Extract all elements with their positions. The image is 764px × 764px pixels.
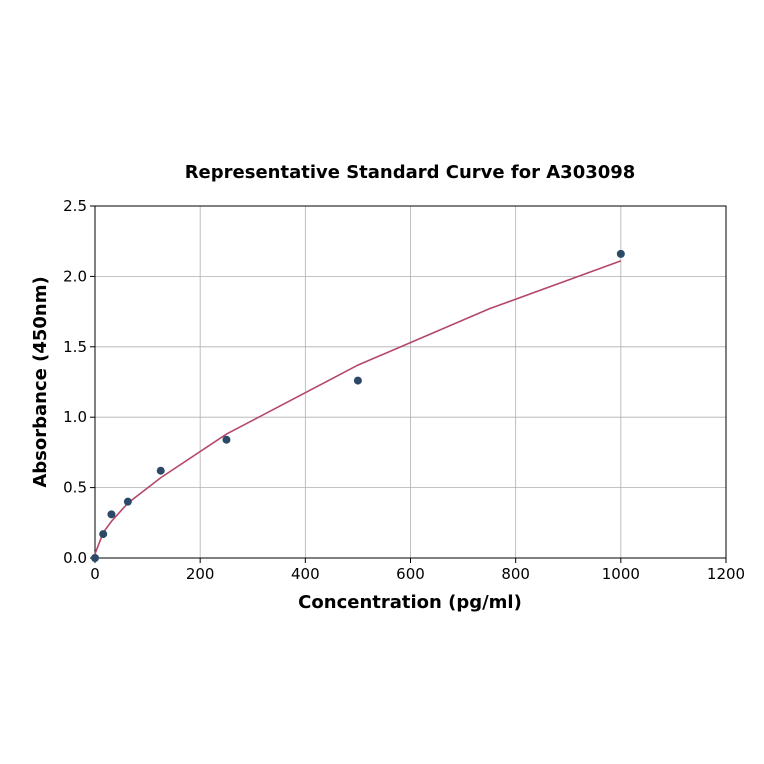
data-point: [616, 249, 625, 258]
data-point: [99, 530, 108, 539]
data-point: [156, 466, 165, 475]
plot-frame: [94, 205, 727, 559]
x-axis-label: Concentration (pg/ml): [298, 592, 522, 613]
y-tick-label: 1.5: [63, 338, 87, 356]
data-point: [123, 497, 132, 506]
data-point: [107, 510, 116, 519]
y-tick-label: 2.5: [63, 197, 87, 215]
x-tick-label: 1200: [707, 565, 745, 583]
chart-title: Representative Standard Curve for A30309…: [185, 162, 636, 183]
data-point: [353, 376, 362, 385]
y-tick-label: 0.5: [63, 479, 87, 497]
y-axis-label: Absorbance (450nm): [30, 276, 51, 487]
x-tick-label: 400: [291, 565, 320, 583]
y-tick-label: 2.0: [63, 267, 87, 285]
x-tick-label: 1000: [602, 565, 640, 583]
y-tick-label: 0.0: [63, 549, 87, 567]
y-tick-label: 1.0: [63, 408, 87, 426]
x-tick-label: 800: [501, 565, 530, 583]
data-point: [91, 554, 99, 562]
x-tick-label: 200: [186, 565, 215, 583]
x-tick-label: 0: [90, 565, 100, 583]
fit-curve: [94, 260, 622, 555]
data-point: [222, 435, 231, 444]
x-tick-label: 600: [396, 565, 425, 583]
